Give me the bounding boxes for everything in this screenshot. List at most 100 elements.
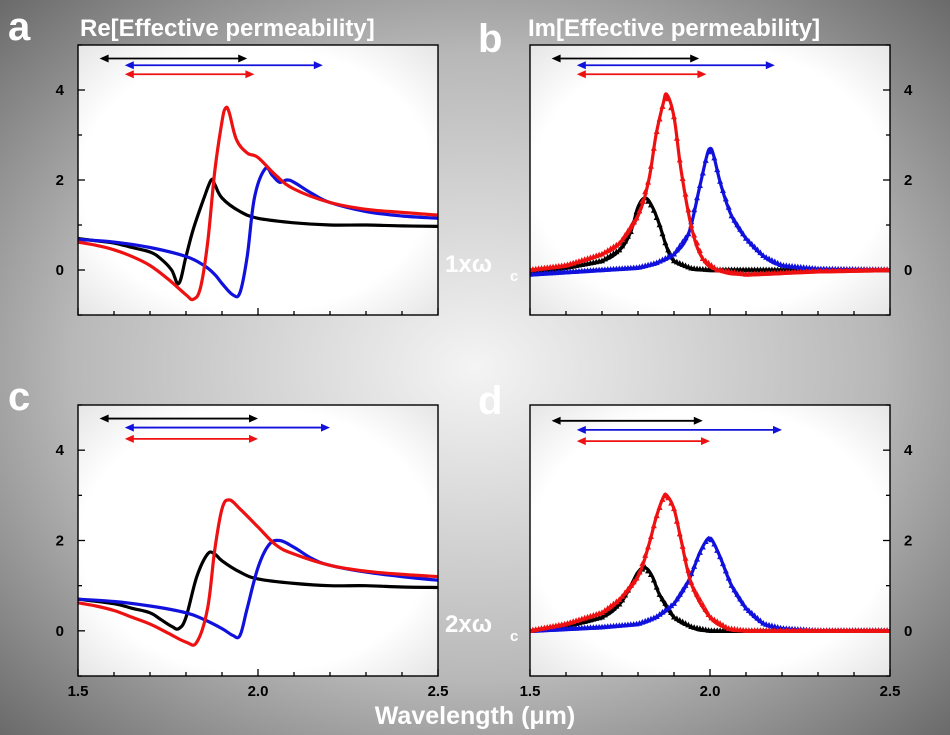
panel-b-series-red-marker bbox=[699, 255, 706, 261]
panel-b-series-blue-marker bbox=[711, 154, 718, 161]
panel-b-series-red-marker bbox=[607, 245, 614, 252]
panel-b-series-blue-marker bbox=[696, 182, 703, 189]
panel-b-series-red-marker bbox=[676, 156, 683, 163]
panel-b-series-red-marker bbox=[604, 247, 611, 253]
panel-d-series-blue-marker bbox=[699, 543, 706, 550]
panel-d-series-red-marker bbox=[601, 607, 608, 613]
panel-d-series-red-marker bbox=[887, 627, 890, 634]
panel-b-series-blue-marker bbox=[737, 226, 744, 232]
panel-d-series-blue-marker bbox=[745, 607, 752, 613]
panel-d-series-black-marker bbox=[604, 609, 611, 616]
panel-d-series-blue-marker bbox=[740, 600, 747, 606]
panel-b-title: Im[Effective permeability] bbox=[528, 15, 820, 42]
panel-b-series-red-marker bbox=[682, 190, 689, 197]
panel-d-series-red-marker bbox=[699, 601, 706, 607]
panel-c-y-tick-label: 4 bbox=[56, 442, 65, 459]
panel-d-series-red-marker bbox=[685, 567, 692, 573]
panel-d-series-black-marker bbox=[642, 564, 649, 570]
panel-d-series-blue-marker bbox=[748, 609, 755, 616]
panel-b-series-red-marker bbox=[679, 175, 686, 181]
panel-d-series-blue-marker bbox=[653, 613, 660, 619]
panel-a: a Re[Effective permeability] 0 2 4 bbox=[8, 5, 439, 316]
panel-b-series-blue-marker bbox=[734, 221, 741, 228]
panel-c-series-black-line bbox=[78, 550, 438, 631]
panel-b-series-red-marker bbox=[636, 207, 643, 214]
panel-b-series-red-marker bbox=[673, 135, 680, 141]
panel-d-range-arrow-red bbox=[576, 437, 710, 446]
panel-a-range-arrow-red bbox=[124, 70, 255, 79]
panel-d-series-red-marker bbox=[665, 494, 672, 501]
panel-b-series-black-marker bbox=[665, 246, 672, 253]
panel-b-series-blue-marker bbox=[754, 246, 761, 253]
panel-d-series-red-marker bbox=[647, 533, 654, 540]
panel-b-series-black-marker bbox=[622, 237, 629, 244]
panel-d-series-red-marker bbox=[679, 543, 686, 549]
panel-d-series-black-marker bbox=[645, 567, 652, 574]
panel-d-series-red-marker bbox=[624, 585, 631, 592]
panel-b-series-red-marker bbox=[671, 113, 677, 120]
panel-b-series-red-marker bbox=[668, 104, 675, 111]
panel-b-series-red-marker bbox=[647, 163, 654, 169]
panel-c-x-tick-label: 1.5 bbox=[68, 683, 89, 700]
panel-b-series-blue-marker bbox=[743, 235, 749, 241]
panel-d-series-red-marker bbox=[702, 606, 709, 612]
panel-b-range-arrow-red bbox=[576, 70, 707, 79]
panel-b-series-red-marker bbox=[696, 247, 703, 254]
panel-b-series-blue-marker bbox=[722, 195, 729, 202]
panel-b-series-blue-marker bbox=[731, 217, 738, 223]
panel-d-series-blue-marker bbox=[682, 582, 689, 588]
panel-d-series-red-markers bbox=[530, 492, 890, 634]
panel-d-series-blue-marker bbox=[737, 595, 744, 602]
panel-b-series-blue-marker bbox=[673, 246, 680, 253]
panel-d-series-red-marker bbox=[719, 621, 726, 628]
panel-d-series-blue-marker bbox=[708, 536, 715, 543]
panel-d-series-black-marker bbox=[616, 600, 623, 607]
panel-b-series-blue-marker bbox=[757, 249, 764, 256]
panel-b-series-blue-marker bbox=[725, 204, 732, 210]
panel-a-y-tick-label: 4 bbox=[56, 82, 65, 99]
panel-b-series-blue-marker bbox=[748, 240, 755, 247]
panel-d-series-red-marker bbox=[650, 522, 657, 529]
row-label-2-sub: c bbox=[510, 628, 518, 645]
panel-d-series-black-marker bbox=[607, 607, 614, 613]
panel-b-series-red-marker bbox=[665, 95, 672, 102]
panel-b-series-red-marker bbox=[702, 257, 709, 264]
panel-b-series-blue-marker bbox=[671, 250, 677, 257]
panel-d-series-red-marker bbox=[645, 543, 652, 550]
panel-c-letter: c bbox=[8, 375, 30, 419]
panel-d-frame bbox=[529, 404, 891, 677]
panel-d-series-black-marker bbox=[610, 605, 617, 611]
panel-b-series-red-marker bbox=[656, 115, 663, 122]
panel-b-series-blue-marker bbox=[745, 237, 752, 244]
panel-b-series-blue-marker bbox=[694, 194, 701, 201]
panel-d-series-blue-marker bbox=[754, 614, 761, 621]
panel-a-series-layer bbox=[78, 105, 438, 302]
panel-d-series-red-marker bbox=[662, 492, 669, 499]
panel-d-range-arrow-black bbox=[551, 416, 703, 425]
panel-d-series-black-marker bbox=[662, 600, 669, 606]
panel-b-series-red-marker bbox=[601, 248, 608, 255]
panel-b-series-red-markers bbox=[530, 94, 890, 277]
panel-d-series-blue-marker bbox=[719, 560, 726, 567]
panel-a-y-tick-label: 2 bbox=[56, 172, 64, 189]
panel-b-series-red-marker bbox=[599, 250, 605, 257]
panel-b-series-blue-marker bbox=[702, 157, 709, 163]
panel-b-series-black-marker bbox=[604, 253, 611, 260]
panel-b-letter: b bbox=[478, 17, 502, 61]
panel-b-series-red-marker bbox=[642, 188, 649, 195]
panel-b-series-red-marker bbox=[624, 227, 631, 234]
panel-b-series-red-marker bbox=[619, 236, 626, 242]
panel-d: d 0 2 4 1.5 2.0 2.5 bbox=[478, 379, 913, 700]
panel-d-series-blue-marker bbox=[743, 604, 749, 611]
panel-c-x-tick-label: 2.5 bbox=[428, 683, 449, 700]
panel-a-frame bbox=[77, 44, 439, 316]
panel-b-series-red-marker bbox=[627, 223, 634, 229]
panel-b-series-red-marker bbox=[613, 241, 620, 248]
panel-a-title: Re[Effective permeability] bbox=[80, 15, 375, 42]
panel-d-series-red-marker bbox=[622, 589, 629, 596]
panel-b-series-red-marker bbox=[622, 231, 629, 238]
row-label-2-main: 2xω bbox=[445, 611, 492, 638]
panel-b-series-red-marker bbox=[653, 128, 660, 135]
panel-b-series-blue-marker bbox=[679, 238, 686, 245]
